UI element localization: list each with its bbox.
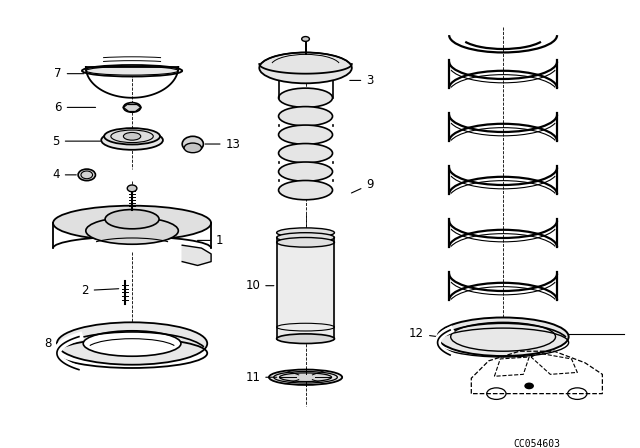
Ellipse shape (278, 162, 333, 181)
Text: 12: 12 (409, 327, 436, 340)
Ellipse shape (280, 373, 332, 382)
Ellipse shape (182, 136, 204, 152)
Ellipse shape (101, 130, 163, 150)
Text: 8: 8 (45, 337, 58, 350)
Text: 11: 11 (245, 371, 276, 384)
Ellipse shape (276, 233, 335, 242)
Ellipse shape (127, 185, 137, 192)
Polygon shape (276, 238, 335, 339)
Ellipse shape (278, 88, 333, 108)
Text: 3: 3 (350, 74, 374, 87)
Text: 2: 2 (81, 284, 118, 297)
Text: CC054603: CC054603 (513, 439, 561, 448)
Ellipse shape (57, 322, 207, 365)
Ellipse shape (124, 103, 141, 112)
Ellipse shape (78, 169, 95, 181)
Text: 13: 13 (205, 138, 241, 151)
Ellipse shape (278, 125, 333, 144)
Ellipse shape (105, 210, 159, 229)
Ellipse shape (278, 107, 333, 126)
Text: 6: 6 (54, 101, 95, 114)
Ellipse shape (276, 228, 335, 237)
Ellipse shape (278, 181, 333, 200)
Ellipse shape (276, 334, 335, 344)
Polygon shape (182, 245, 211, 266)
Ellipse shape (276, 237, 335, 247)
Ellipse shape (278, 143, 333, 163)
Text: 10: 10 (245, 279, 274, 292)
Ellipse shape (83, 331, 181, 356)
Ellipse shape (259, 52, 352, 83)
Ellipse shape (53, 206, 211, 241)
Text: 1: 1 (198, 234, 223, 247)
Text: 4: 4 (52, 168, 76, 181)
Ellipse shape (86, 217, 179, 244)
Ellipse shape (104, 128, 160, 145)
Text: 9: 9 (351, 178, 374, 193)
Ellipse shape (524, 383, 534, 389)
Ellipse shape (184, 143, 202, 153)
Ellipse shape (438, 318, 569, 356)
Ellipse shape (301, 37, 309, 41)
Ellipse shape (82, 65, 182, 77)
Ellipse shape (124, 133, 141, 140)
Text: 5: 5 (52, 135, 100, 148)
Text: 7: 7 (54, 67, 84, 80)
Ellipse shape (269, 370, 342, 385)
